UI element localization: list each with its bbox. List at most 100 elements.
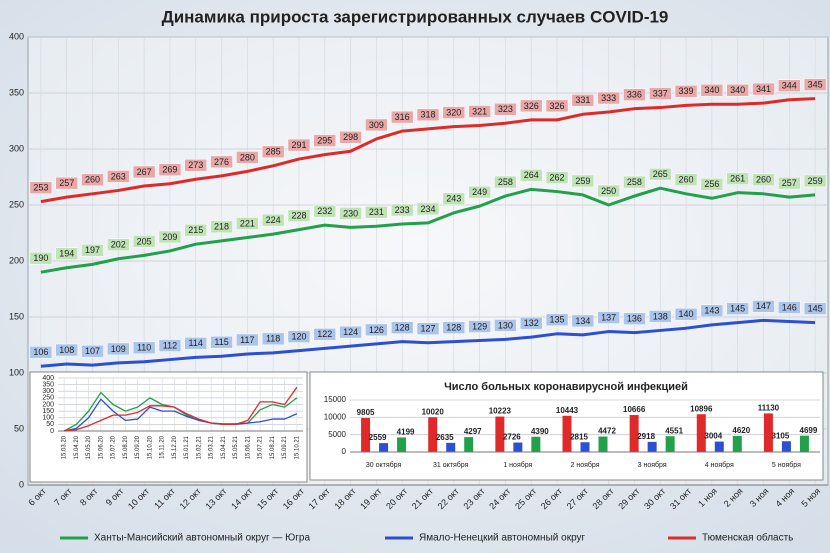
- label-box: [726, 302, 749, 315]
- data-label: 253: [33, 183, 48, 193]
- label-box: [571, 314, 595, 328]
- x-tick-label: 15.09.21: [282, 435, 288, 459]
- x-tick-label: 3 ноября: [638, 461, 667, 469]
- label-box: [597, 91, 620, 105]
- data-label: 321: [472, 106, 487, 116]
- data-label: 10020: [422, 407, 445, 416]
- label-box: [571, 94, 595, 107]
- data-label: 109: [111, 344, 126, 354]
- data-label: 260: [679, 175, 694, 185]
- label-box: [81, 244, 104, 257]
- data-label: 265: [653, 169, 668, 179]
- label-box: [700, 178, 724, 191]
- label-box: [158, 163, 182, 176]
- bar: [464, 437, 474, 452]
- inset-title: Число больных коронавирусной инфекцией: [444, 381, 688, 393]
- label-box: [158, 339, 182, 352]
- label-box: [803, 302, 827, 315]
- y-tick-label: 10000: [324, 412, 347, 421]
- label-box: [649, 310, 672, 323]
- x-tick-label: 15.07.20: [111, 435, 117, 459]
- x-tick-label: 2 ноября: [570, 461, 599, 469]
- data-label: 146: [782, 302, 797, 312]
- data-label: 291: [291, 140, 306, 150]
- label-box: [416, 108, 440, 122]
- label-box: [545, 313, 569, 327]
- label-box: [236, 333, 259, 347]
- data-label: 269: [162, 165, 177, 175]
- data-label: 124: [343, 327, 358, 337]
- bar: [732, 435, 742, 452]
- y-tick-label: 150: [42, 408, 54, 415]
- bar: [513, 442, 523, 452]
- label-box: [416, 202, 440, 216]
- label-box: [287, 138, 311, 152]
- label-box: [778, 79, 801, 92]
- bar: [397, 437, 407, 452]
- legend-label: Тюменская область: [702, 532, 793, 544]
- label-box: [29, 181, 53, 194]
- data-label: 262: [550, 172, 565, 182]
- x-tick-label: 15.04.21: [221, 435, 227, 459]
- label-box: [416, 322, 440, 336]
- y-tick-label: 100: [9, 367, 24, 377]
- label-box: [236, 217, 259, 230]
- y-tick-label: 150: [9, 311, 24, 321]
- data-label: 112: [163, 340, 177, 350]
- label-box: [339, 207, 362, 220]
- label-box: [442, 106, 466, 119]
- y-tick-label: 350: [42, 381, 54, 388]
- bar: [361, 418, 371, 452]
- x-tick-label: 15.08.20: [123, 435, 129, 459]
- label-box: [752, 300, 775, 313]
- data-label: 344: [782, 81, 797, 91]
- label-box: [494, 319, 517, 332]
- x-tick-label: 15.06.20: [98, 435, 104, 459]
- label-box: [158, 230, 182, 244]
- label-box: [365, 206, 388, 219]
- data-label: 230: [343, 208, 358, 218]
- label-box: [132, 341, 156, 355]
- label-box: [468, 185, 491, 199]
- data-label: 316: [395, 112, 410, 122]
- legend-label: Ямало-Ненецкий автономный округ: [419, 533, 586, 544]
- bar: [714, 441, 724, 452]
- data-label: 140: [679, 309, 694, 319]
- bar: [562, 415, 572, 452]
- data-label: 130: [498, 320, 513, 330]
- data-label: 341: [756, 84, 771, 94]
- data-label: 145: [730, 303, 745, 313]
- data-label: 4472: [598, 427, 616, 436]
- label-box: [29, 346, 53, 359]
- data-label: 285: [266, 147, 281, 157]
- label-box: [803, 78, 827, 91]
- label-box: [674, 307, 698, 321]
- label-box: [210, 335, 233, 349]
- data-label: 202: [111, 240, 126, 250]
- bar: [665, 436, 675, 452]
- data-label: 218: [214, 222, 229, 232]
- y-tick-label: 50: [14, 423, 24, 433]
- data-label: 280: [240, 152, 255, 162]
- data-label: 257: [782, 178, 797, 188]
- label-box: [649, 87, 672, 100]
- label-box: [700, 304, 724, 318]
- label-box: [261, 332, 285, 346]
- data-label: 3004: [704, 432, 722, 441]
- data-label: 318: [420, 110, 435, 120]
- data-label: 298: [343, 132, 358, 142]
- y-tick-label: 0: [50, 428, 54, 435]
- data-label: 118: [266, 334, 280, 344]
- label-box: [778, 301, 801, 314]
- y-tick-label: 250: [42, 395, 54, 402]
- series-line: [40, 318, 816, 368]
- data-label: 345: [808, 79, 823, 89]
- label-box: [29, 251, 53, 265]
- data-label: 323: [498, 104, 513, 114]
- data-label: 117: [240, 335, 254, 345]
- bar: [446, 442, 456, 452]
- data-label: 4297: [464, 427, 482, 436]
- label-box: [494, 175, 517, 189]
- bar: [696, 414, 706, 452]
